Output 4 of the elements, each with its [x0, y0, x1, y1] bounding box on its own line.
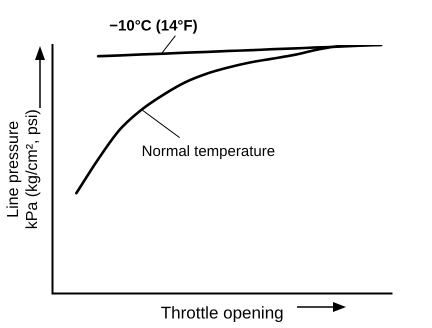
y-axis-title: Line pressure kPa (kg/cm², psi): [5, 109, 42, 230]
legend-label: Normal temperature: [142, 142, 276, 160]
series-label: −10°C (14°F): [109, 17, 198, 34]
x-axis-title: Throttle opening: [160, 303, 284, 322]
